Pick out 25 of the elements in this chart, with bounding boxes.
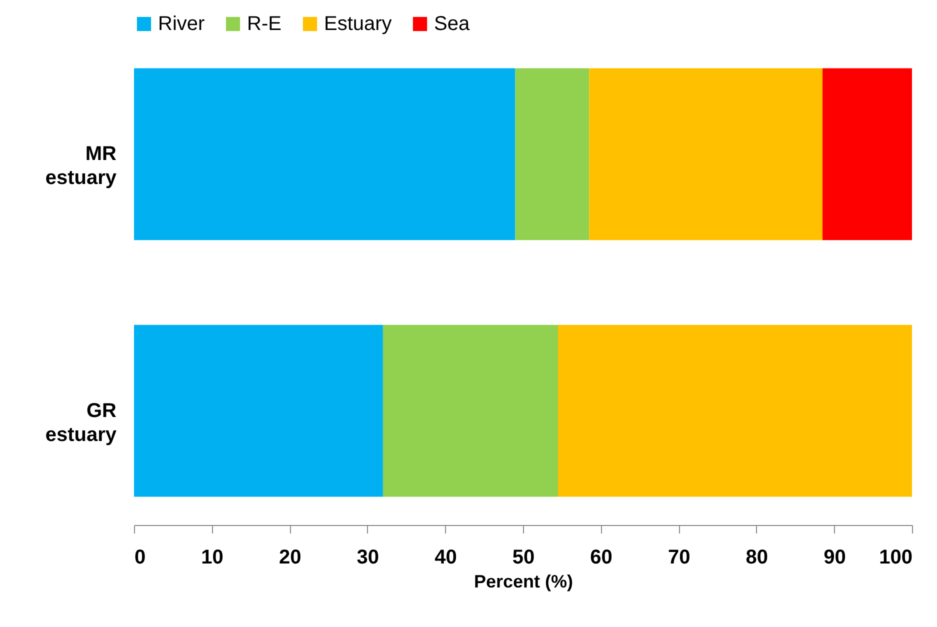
bar <box>589 68 823 240</box>
bar <box>558 324 912 497</box>
x-tick-label: 70 <box>668 546 690 568</box>
y-tick-label: GR estuary <box>45 400 118 446</box>
x-tick-label: 100 <box>879 546 912 568</box>
bar <box>822 68 912 240</box>
x-tick-label: 20 <box>278 546 302 568</box>
x-tick-label: 40 <box>434 546 457 568</box>
legend-label: Estuary <box>324 13 392 35</box>
x-tick-label: 50 <box>512 546 535 568</box>
x-tick-label: 30 <box>356 546 380 568</box>
x-tick-label: 60 <box>590 546 612 568</box>
x-tick-label: 90 <box>824 546 846 568</box>
bar <box>134 324 383 497</box>
x-axis-title: Percent (%) <box>474 572 574 592</box>
legend-label: R-E <box>247 13 282 35</box>
bar <box>382 324 558 497</box>
legend-label: Sea <box>434 13 470 35</box>
bar <box>134 68 516 240</box>
y-tick-label: MR estuary <box>45 143 118 190</box>
legend-label: River <box>158 13 206 35</box>
x-tick-label: 80 <box>746 546 768 568</box>
x-tick-label: 10 <box>201 546 224 568</box>
x-tick-label: 0 <box>134 546 146 568</box>
bar <box>515 68 590 240</box>
